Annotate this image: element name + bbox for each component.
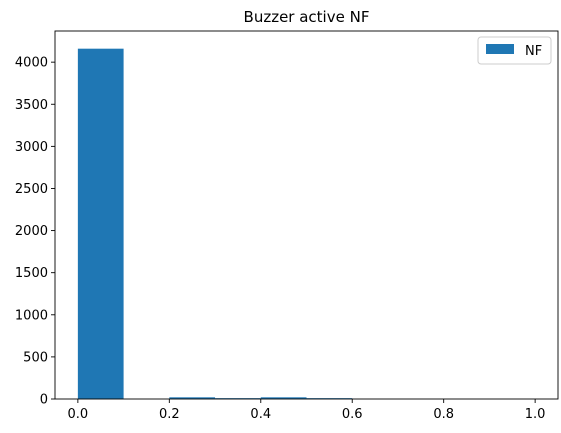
bars-group xyxy=(77,48,353,400)
x-tick-label: 0.8 xyxy=(433,407,454,422)
y-tick-label: 1000 xyxy=(15,308,48,323)
legend: NF xyxy=(477,36,552,65)
y-tick-label: 0 xyxy=(40,393,48,408)
chart-title: Buzzer active NF xyxy=(244,8,370,26)
y-tick-label: 500 xyxy=(23,350,48,365)
x-tick-label: 0.0 xyxy=(68,407,89,422)
plot-frame xyxy=(54,30,559,400)
histogram-bar xyxy=(77,48,124,400)
x-tick-label: 0.2 xyxy=(159,407,180,422)
y-tick-label: 3500 xyxy=(15,98,48,113)
legend-swatch-nf xyxy=(486,44,514,54)
y-tick-label: 1500 xyxy=(15,266,48,281)
x-tick-label: 1.0 xyxy=(525,407,546,422)
y-tick-label: 3000 xyxy=(15,140,48,155)
y-tick-label: 2500 xyxy=(15,182,48,197)
legend-box xyxy=(477,36,552,65)
y-tick-label: 2000 xyxy=(15,224,48,239)
histogram-bar xyxy=(260,397,307,399)
y-tick-label: 4000 xyxy=(15,56,48,71)
x-axis-ticks: 0.0 0.2 0.4 0.6 0.8 1.0 xyxy=(68,399,546,422)
x-tick-label: 0.4 xyxy=(250,407,271,422)
x-tick-label: 0.6 xyxy=(342,407,363,422)
legend-label-nf: NF xyxy=(525,44,542,59)
histogram-bar xyxy=(169,397,216,399)
y-axis-ticks: 0 500 1000 1500 2000 2500 3000 3500 4000 xyxy=(15,56,55,408)
